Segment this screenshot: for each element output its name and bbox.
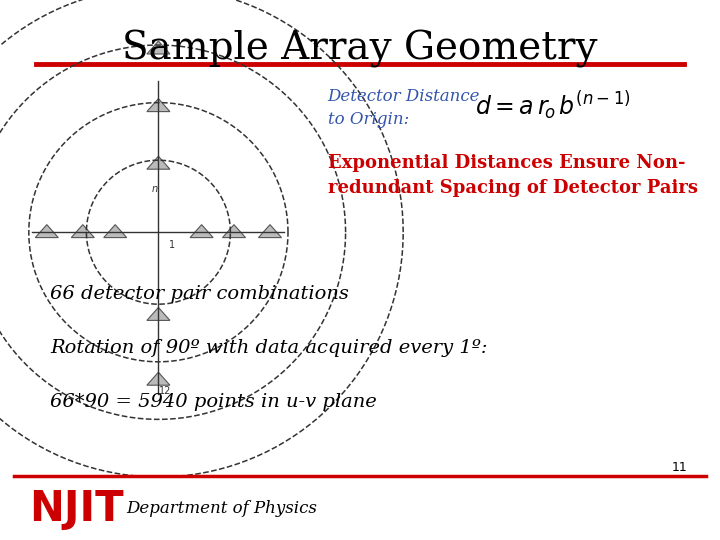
Text: $d = a\,r_{\!o}\,b^{(n-1)}$: $d = a\,r_{\!o}\,b^{(n-1)}$ [475,89,631,122]
Polygon shape [258,225,282,238]
Text: 12: 12 [159,386,172,396]
Text: Department of Physics: Department of Physics [126,500,317,517]
Polygon shape [35,225,58,238]
Polygon shape [104,225,127,238]
Text: 1: 1 [169,240,176,251]
Polygon shape [147,372,170,385]
Polygon shape [147,307,170,320]
Text: NJIT: NJIT [29,488,123,530]
Text: Detector Distance
to Origin:: Detector Distance to Origin: [328,87,480,128]
Text: 66 detector pair combinations: 66 detector pair combinations [50,285,349,303]
Text: Rotation of 90º with data acquired every 1º:: Rotation of 90º with data acquired every… [50,339,488,357]
Text: Exponential Distances Ensure Non-
redundant Spacing of Detector Pairs: Exponential Distances Ensure Non- redund… [328,154,698,197]
Text: Sample Array Geometry: Sample Array Geometry [122,30,598,68]
Polygon shape [222,225,246,238]
Polygon shape [147,156,170,169]
Text: 11: 11 [672,461,688,474]
Polygon shape [147,99,170,112]
Text: 66*90 = 5940 points in u-v plane: 66*90 = 5940 points in u-v plane [50,393,377,411]
Text: n: n [152,184,158,194]
Polygon shape [147,41,170,54]
Polygon shape [190,225,213,238]
Polygon shape [71,225,94,238]
